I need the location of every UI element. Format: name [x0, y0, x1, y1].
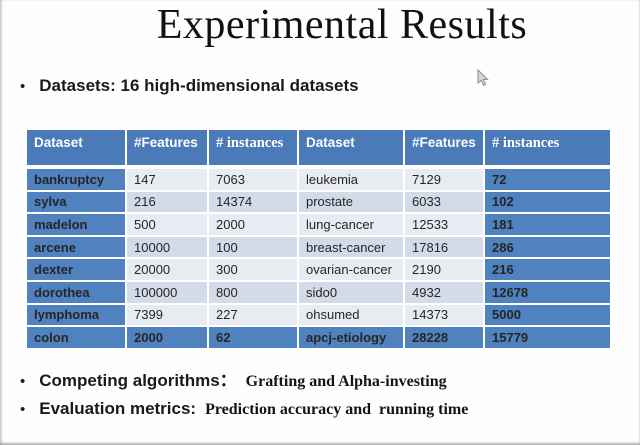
table-header-cell: # instances	[483, 128, 612, 169]
table-cell: 12533	[403, 212, 485, 237]
bullet-evaluation-value: Prediction accuracy and running time	[205, 401, 469, 418]
table-cell: 181	[483, 212, 612, 237]
table-cell: 5000	[483, 302, 612, 328]
table-cell: 7129	[403, 166, 485, 192]
table-cell: dexter	[25, 257, 127, 282]
table-cell: 20000	[125, 257, 209, 282]
table-cell: 100000	[125, 279, 209, 305]
table-row: lymphoma 7399 227 ohsumed 14373 5000	[25, 302, 612, 328]
table-cell: sido0	[297, 279, 405, 305]
table-cell: dorothea	[25, 279, 127, 305]
table-cell: ovarian-cancer	[297, 257, 405, 282]
table-cell: 500	[125, 212, 209, 237]
bullet-datasets-label: Datasets: 16 high-dimensional datasets	[39, 76, 359, 95]
arrow-pointer-icon	[477, 69, 489, 86]
bullet-competing: • Competing algorithms： Grafting and Alp…	[20, 366, 447, 392]
table-header-cell: #Features	[403, 128, 485, 169]
slide-title: Experimental Results	[156, 2, 528, 48]
bullet-dot-icon: •	[20, 78, 26, 95]
table-cell: bankruptcy	[25, 166, 127, 192]
table-cell: 2000	[207, 212, 299, 237]
table-row: arcene 10000 100 breast-cancer 17816 286	[25, 234, 612, 260]
table-header-cell: #Features	[125, 128, 209, 169]
bullet-evaluation-label: Evaluation metrics:	[39, 399, 197, 418]
table-cell: 7063	[207, 166, 299, 192]
table-cell: apcj-etiology	[297, 325, 405, 350]
table-cell: lymphoma	[25, 302, 127, 328]
table-cell: sylva	[25, 189, 127, 215]
table-cell: 12678	[483, 279, 612, 305]
table-cell: 4932	[403, 279, 485, 305]
table-cell: arcene	[25, 234, 127, 260]
table-cell: prostate	[297, 189, 405, 215]
table-header-row: Dataset #Features # instances Dataset #Featu…	[25, 128, 612, 169]
table-cell: 28228	[403, 325, 485, 350]
table-cell: 227	[207, 302, 299, 328]
table-cell: 300	[207, 257, 299, 282]
bullet-dot-icon: •	[20, 401, 26, 418]
table-row: dorothea 100000 800 sido0 4932 12678	[25, 279, 612, 305]
datasets-table: Dataset #Features # instances Dataset #Featu…	[25, 128, 612, 350]
table-cell: 62	[207, 325, 299, 350]
table-row: sylva 216 14374 prostate 6033 102	[25, 189, 612, 215]
table-cell: madelon	[25, 212, 127, 237]
table-cell: 14374	[207, 189, 299, 215]
bullet-evaluation: • Evaluation metrics: Prediction accurac…	[20, 399, 468, 420]
bullet-competing-value: Grafting and Alpha-investing	[245, 373, 447, 390]
table-cell: 14373	[403, 302, 485, 328]
table-cell: ohsumed	[297, 302, 405, 328]
table-row: dexter 20000 300 ovarian-cancer 2190 216	[25, 257, 612, 282]
table-cell: leukemia	[297, 166, 405, 192]
table-cell: lung-cancer	[297, 212, 405, 237]
table-cell: 2190	[403, 257, 485, 282]
table-cell: 216	[125, 189, 209, 215]
table-cell: 17816	[403, 234, 485, 260]
table-body: bankruptcy 147 7063 leukemia 7129 72 sylva 216 1…	[25, 166, 612, 350]
table-cell: 216	[483, 257, 612, 282]
bullet-dot-icon: •	[20, 373, 26, 390]
table-cell: 286	[483, 234, 612, 260]
table-row: bankruptcy 147 7063 leukemia 7129 72	[25, 166, 612, 192]
table-cell: 100	[207, 234, 299, 260]
table-cell: 2000	[125, 325, 209, 350]
table-cell: breast-cancer	[297, 234, 405, 260]
table-header-cell: Dataset	[297, 128, 405, 169]
table-cell: colon	[25, 325, 127, 350]
bullet-competing-label: Competing algorithms：	[39, 371, 237, 390]
table-cell: 10000	[125, 234, 209, 260]
table-row: colon 2000 62 apcj-etiology 28228 15779	[25, 325, 612, 350]
table-cell: 7399	[125, 302, 209, 328]
table-cell: 15779	[483, 325, 612, 350]
table-header-cell: # instances	[207, 128, 299, 169]
table-cell: 147	[125, 166, 209, 192]
table-header-cell: Dataset	[25, 128, 127, 169]
bullet-datasets: • Datasets: 16 high-dimensional datasets	[20, 76, 359, 97]
table-cell: 72	[483, 166, 612, 192]
table-cell: 102	[483, 189, 612, 215]
table-row: madelon 500 2000 lung-cancer 12533 181	[25, 212, 612, 237]
table-cell: 6033	[403, 189, 485, 215]
table-cell: 800	[207, 279, 299, 305]
